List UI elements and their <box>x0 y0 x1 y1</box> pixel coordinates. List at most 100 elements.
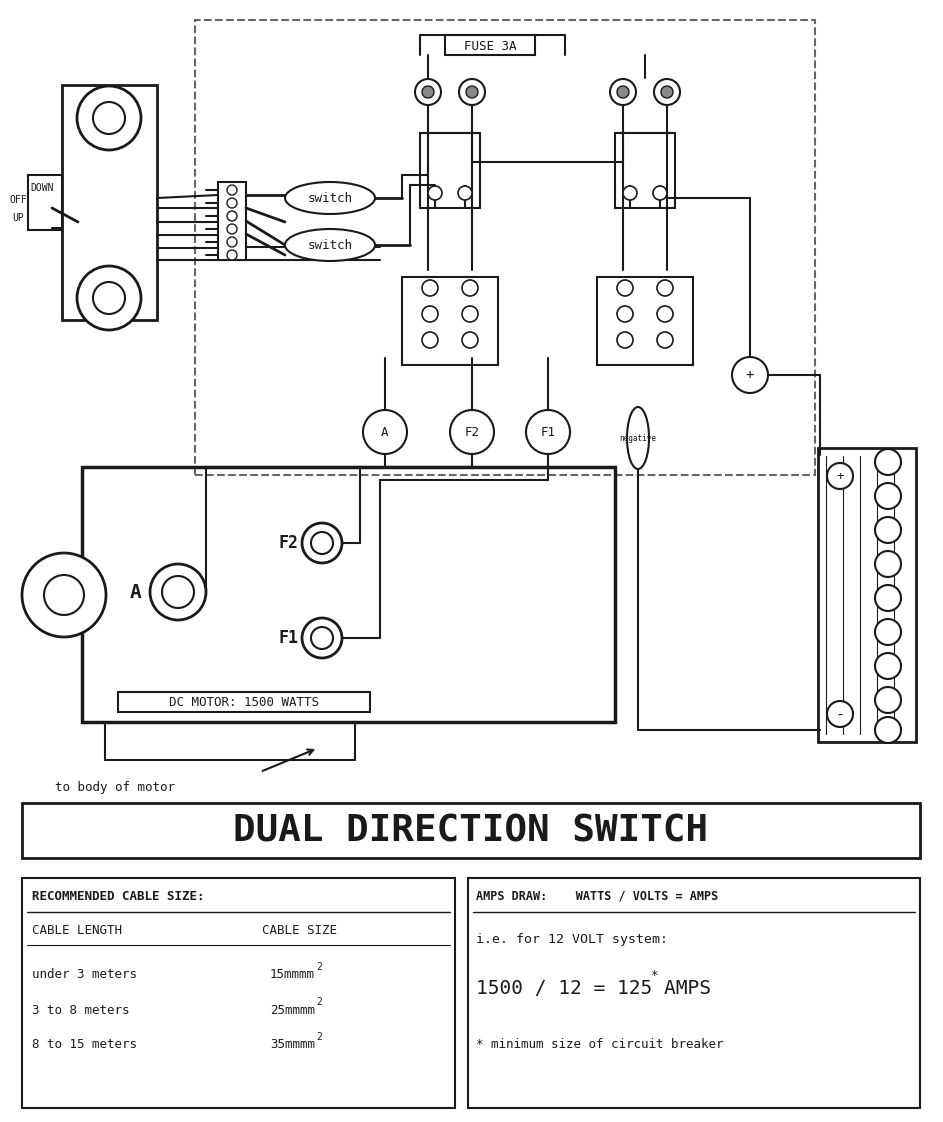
Circle shape <box>311 532 333 554</box>
Text: CABLE SIZE: CABLE SIZE <box>262 923 337 937</box>
Circle shape <box>657 280 673 296</box>
Ellipse shape <box>285 229 375 261</box>
Circle shape <box>462 332 478 348</box>
Circle shape <box>458 186 472 200</box>
Bar <box>445 35 535 55</box>
Text: 15mmmm: 15mmmm <box>270 968 315 982</box>
Bar <box>62 85 157 320</box>
Circle shape <box>227 250 237 260</box>
Text: 2: 2 <box>317 962 323 972</box>
Text: * minimum size of circuit breaker: * minimum size of circuit breaker <box>476 1039 723 1051</box>
Circle shape <box>428 186 442 200</box>
Text: i.e. for 12 VOLT system:: i.e. for 12 VOLT system: <box>476 934 668 947</box>
Text: *: * <box>650 968 657 982</box>
Text: A: A <box>130 582 141 601</box>
Circle shape <box>311 627 333 649</box>
Circle shape <box>422 332 438 348</box>
Circle shape <box>623 186 637 200</box>
Text: 2: 2 <box>317 1032 323 1042</box>
Bar <box>22 803 920 858</box>
Circle shape <box>617 86 629 98</box>
Bar <box>402 277 498 365</box>
Text: +: + <box>836 469 844 482</box>
Text: to body of motor: to body of motor <box>55 782 175 794</box>
Text: negative: negative <box>620 433 656 442</box>
Circle shape <box>422 306 438 322</box>
Text: FUSE 3A: FUSE 3A <box>464 39 516 53</box>
Text: switch: switch <box>307 192 353 204</box>
Text: AMPS DRAW:    WATTS / VOLTS = AMPS: AMPS DRAW: WATTS / VOLTS = AMPS <box>476 890 719 902</box>
Text: DOWN: DOWN <box>30 183 54 193</box>
Circle shape <box>617 332 633 348</box>
Circle shape <box>363 410 407 454</box>
Circle shape <box>422 86 434 98</box>
Circle shape <box>654 79 680 105</box>
Text: F1: F1 <box>278 629 298 647</box>
Circle shape <box>875 717 901 743</box>
Circle shape <box>459 79 485 105</box>
Circle shape <box>466 86 478 98</box>
Bar <box>218 182 246 260</box>
Circle shape <box>875 449 901 475</box>
Circle shape <box>162 576 194 608</box>
Bar <box>420 134 480 208</box>
Text: switch: switch <box>307 239 353 251</box>
Bar <box>22 879 455 1109</box>
Bar <box>615 134 675 208</box>
Circle shape <box>732 357 768 393</box>
Text: CABLE LENGTH: CABLE LENGTH <box>32 923 122 937</box>
Bar <box>28 175 62 230</box>
Circle shape <box>875 585 901 611</box>
Circle shape <box>657 332 673 348</box>
Circle shape <box>227 237 237 247</box>
Text: UP: UP <box>12 213 24 223</box>
Circle shape <box>422 280 438 296</box>
Text: 1500 / 12 = 125 AMPS: 1500 / 12 = 125 AMPS <box>476 978 711 997</box>
Bar <box>468 879 920 1109</box>
Text: +: + <box>746 368 754 381</box>
Text: F1: F1 <box>540 425 555 439</box>
Bar <box>82 467 615 721</box>
Text: under 3 meters: under 3 meters <box>32 968 137 982</box>
Circle shape <box>875 517 901 543</box>
Circle shape <box>227 197 237 208</box>
Circle shape <box>657 306 673 322</box>
Circle shape <box>227 224 237 234</box>
Ellipse shape <box>627 407 649 469</box>
Circle shape <box>462 306 478 322</box>
Circle shape <box>875 653 901 679</box>
Text: 35mmmm: 35mmmm <box>270 1039 315 1051</box>
Circle shape <box>302 523 342 563</box>
Circle shape <box>44 574 84 615</box>
Text: -: - <box>835 707 845 721</box>
Circle shape <box>653 186 667 200</box>
Circle shape <box>93 282 125 314</box>
Text: OFF: OFF <box>9 195 26 205</box>
Ellipse shape <box>285 182 375 214</box>
Text: F2: F2 <box>465 425 479 439</box>
Circle shape <box>302 618 342 657</box>
Circle shape <box>93 102 125 134</box>
Circle shape <box>462 280 478 296</box>
Text: 8 to 15 meters: 8 to 15 meters <box>32 1039 137 1051</box>
Text: DUAL DIRECTION SWITCH: DUAL DIRECTION SWITCH <box>234 813 708 849</box>
Text: A: A <box>381 425 389 439</box>
Circle shape <box>77 86 141 150</box>
Circle shape <box>227 185 237 195</box>
Text: 2: 2 <box>317 997 323 1008</box>
Circle shape <box>22 553 106 637</box>
Circle shape <box>875 551 901 577</box>
Circle shape <box>875 619 901 645</box>
Text: RECOMMENDED CABLE SIZE:: RECOMMENDED CABLE SIZE: <box>32 890 205 902</box>
Text: F2: F2 <box>278 534 298 552</box>
Circle shape <box>875 482 901 509</box>
Bar <box>195 20 815 475</box>
Bar <box>118 692 370 712</box>
Circle shape <box>617 306 633 322</box>
Circle shape <box>617 280 633 296</box>
Circle shape <box>77 266 141 330</box>
Text: 3 to 8 meters: 3 to 8 meters <box>32 1003 129 1017</box>
Circle shape <box>875 687 901 712</box>
Circle shape <box>827 701 853 727</box>
Circle shape <box>415 79 441 105</box>
